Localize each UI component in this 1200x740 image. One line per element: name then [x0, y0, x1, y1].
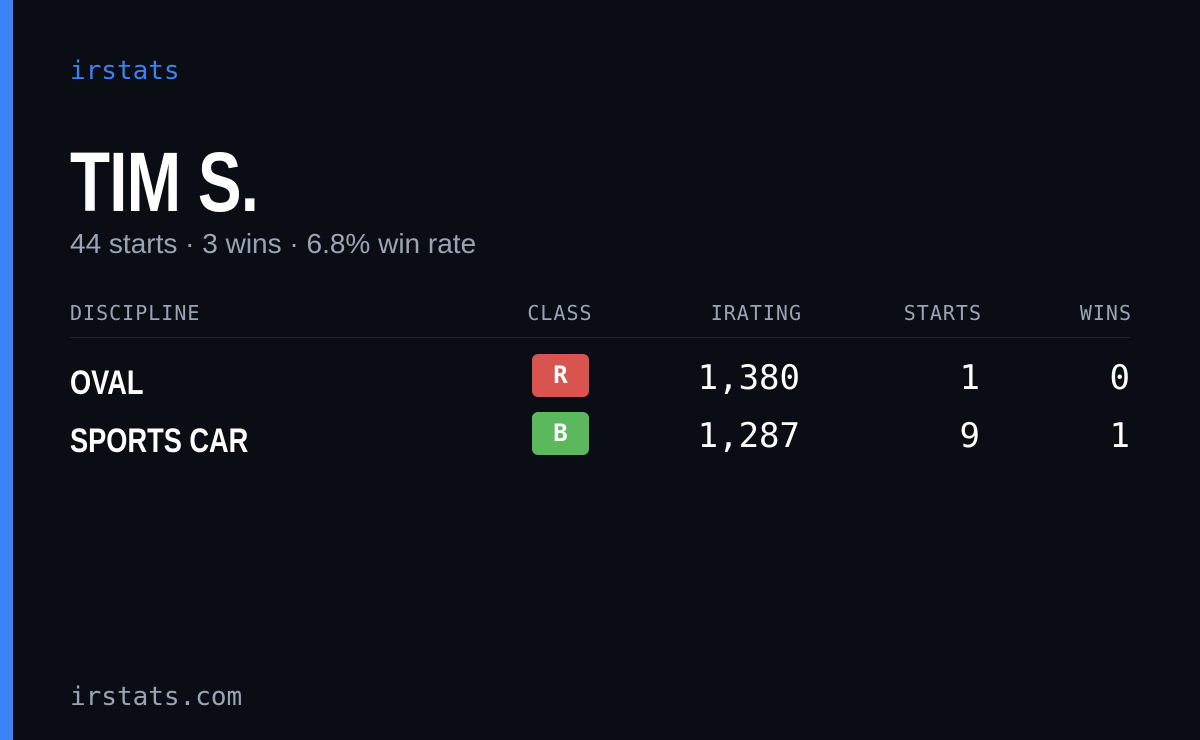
class-badge: B	[532, 412, 589, 455]
starts: 9	[959, 416, 980, 456]
irating: 1,380	[697, 358, 800, 398]
header-rule	[70, 337, 1130, 338]
footer-url: irstats.com	[70, 682, 243, 712]
class-badge: R	[532, 354, 589, 397]
accent-bar	[0, 0, 13, 740]
header-cell: STARTS	[903, 301, 982, 325]
header-cell: WINS	[1079, 301, 1132, 325]
brand: irstats	[70, 56, 180, 86]
header-cell: CLASS	[527, 301, 593, 325]
irating: 1,287	[697, 416, 800, 456]
discipline: SPORTS CAR	[70, 422, 249, 460]
discipline: OVAL	[70, 364, 144, 402]
driver-summary: 44 starts · 3 wins · 6.8% win rate	[70, 228, 477, 259]
wins: 1	[1109, 416, 1130, 456]
header-cell: IRATING	[710, 301, 802, 325]
wins: 0	[1109, 358, 1130, 398]
header-cell: DISCIPLINE	[70, 301, 201, 325]
starts: 1	[959, 358, 980, 398]
driver-name: TIM S.	[70, 135, 259, 229]
